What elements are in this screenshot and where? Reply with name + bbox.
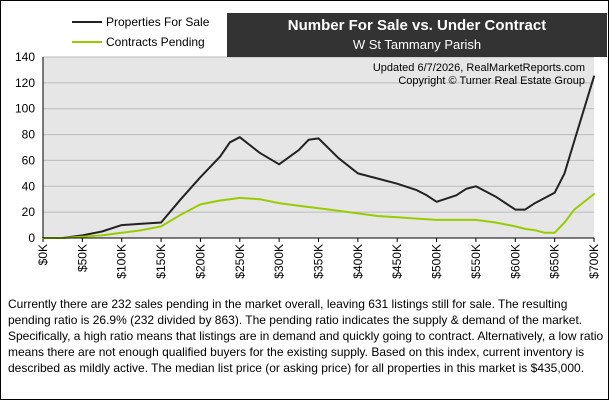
x-tick-label: $300K [272,244,286,279]
x-tick-label: $500K [430,244,444,279]
x-tick-label: $700K [587,244,601,279]
x-tick-label: $450K [390,244,404,279]
series-line-contracts-pending [42,193,595,239]
x-tick-label: $600K [508,244,522,279]
x-tick-label: $650K [548,244,562,279]
series-line-properties-for-sale [42,75,595,239]
x-tick-label: $550K [469,244,483,279]
y-gridlines [43,56,594,239]
x-tick-label: $400K [351,244,365,279]
x-axis-ticks: $0K $50K $100K $150K $200K $250K $300K $350K $40… [36,238,601,279]
y-tick-label: 140 [15,50,35,64]
chart-subtitle: W St Tammany Parish [352,37,482,52]
x-tick-label: $50K [75,244,89,272]
y-tick-label: 40 [22,179,36,193]
y-tick-label: 120 [15,76,35,90]
y-tick-label: 60 [22,153,36,167]
legend-label-properties-for-sale: Properties For Sale [106,15,210,29]
x-tick-label: $100K [115,244,129,279]
legend: Properties For Sale Contracts Pending [72,15,210,49]
legend-label-contracts-pending: Contracts Pending [106,35,205,49]
x-tick-label: $250K [233,244,247,279]
series-lines [42,75,595,239]
y-tick-label: 20 [22,205,36,219]
y-axis-ticks: 0 20 40 60 80 100 120 140 [15,50,35,245]
title-box: Number For Sale vs. Under Contract W St … [227,13,607,57]
y-tick-label: 80 [22,128,36,142]
copyright-line: Copyright © Turner Real Estate Group [398,75,585,87]
x-tick-label: $0K [36,244,50,265]
x-tick-label: $150K [154,244,168,279]
x-tick-label: $200K [193,244,207,279]
updated-line: Updated 6/7/2026, RealMarketReports.com [372,62,585,74]
y-tick-label: 100 [15,102,35,116]
update-note: Updated 6/7/2026, RealMarketReports.com … [373,62,585,88]
y-tick-label: 0 [28,231,35,245]
chart-title: Number For Sale vs. Under Contract [287,17,547,34]
market-description: Currently there are 232 sales pending in… [8,297,604,375]
x-tick-label: $350K [312,244,326,279]
